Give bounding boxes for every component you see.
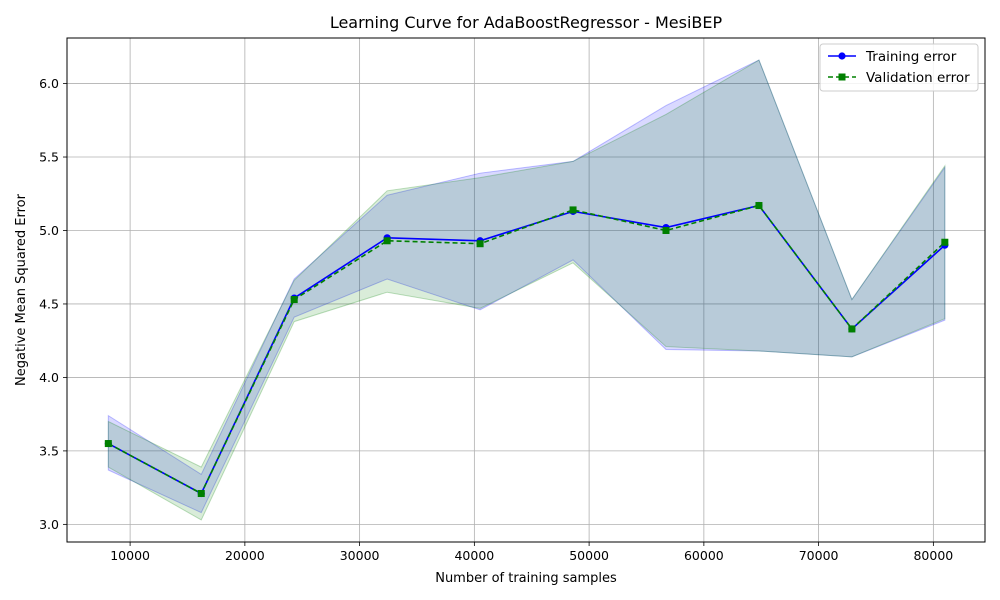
error-bands	[107, 59, 946, 521]
legend-item-validation: Validation error	[828, 70, 970, 86]
y-axis-ticks: 3.0 3.5 4.0 4.5 5.0 5.5 6.0	[39, 76, 67, 532]
y-axis-label: Negative Mean Squared Error	[14, 193, 29, 386]
legend-training-marker	[838, 52, 846, 60]
data-point-validation	[197, 490, 205, 498]
x-tick-label: 50000	[569, 548, 609, 563]
error-band-training	[107, 59, 946, 514]
legend-validation-label: Validation error	[866, 70, 970, 86]
legend-item-training: Training error	[828, 49, 957, 65]
x-tick-label: 30000	[340, 548, 380, 563]
data-point-validation	[290, 296, 298, 304]
data-point-validation	[383, 237, 391, 245]
y-tick-label: 3.5	[39, 443, 59, 458]
series-lines	[107, 204, 946, 495]
y-tick-label: 4.0	[39, 370, 59, 385]
y-tick-label: 5.0	[39, 223, 59, 238]
data-point-validation	[755, 202, 763, 210]
x-tick-label: 70000	[799, 548, 839, 563]
data-point-validation	[476, 240, 484, 248]
x-tick-label: 80000	[913, 548, 953, 563]
data-point-validation	[848, 325, 856, 333]
x-tick-label: 10000	[110, 548, 150, 563]
series-markers	[104, 201, 949, 498]
x-tick-label: 40000	[454, 548, 494, 563]
legend-training-label: Training error	[865, 49, 957, 65]
x-axis-ticks: 10000 20000 30000 40000 50000 60000 70000 80000	[110, 542, 953, 563]
data-point-validation	[104, 440, 112, 448]
chart-title: Learning Curve for AdaBoostRegressor - M…	[330, 13, 723, 32]
y-tick-label: 5.5	[39, 150, 59, 165]
y-tick-label: 4.5	[39, 296, 59, 311]
data-point-validation	[662, 226, 670, 234]
data-point-validation	[941, 238, 949, 246]
plot-area-frame	[66, 37, 986, 543]
legend-validation-marker	[838, 73, 846, 81]
legend-box	[819, 43, 979, 92]
x-axis-label: Number of training samples	[435, 571, 617, 586]
x-tick-label: 60000	[684, 548, 724, 563]
legend: Training error Validation error	[819, 43, 979, 92]
error-band-validation	[107, 59, 946, 521]
data-point-validation	[569, 206, 577, 214]
x-tick-label: 20000	[225, 548, 265, 563]
grid-lines	[67, 38, 985, 542]
y-tick-label: 3.0	[39, 517, 59, 532]
series-line-validation	[107, 204, 946, 495]
y-tick-label: 6.0	[39, 76, 59, 91]
